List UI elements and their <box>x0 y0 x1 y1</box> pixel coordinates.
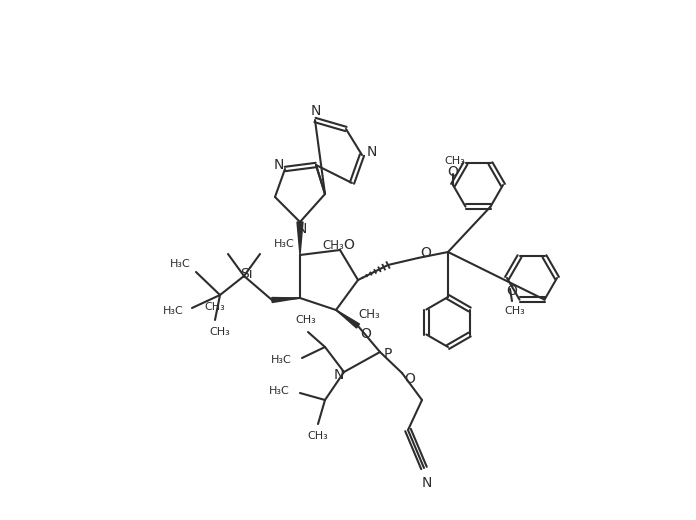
Text: Si: Si <box>239 267 253 281</box>
Text: N: N <box>296 222 307 236</box>
Text: N: N <box>422 476 432 490</box>
Text: H₃C: H₃C <box>269 386 290 396</box>
Text: CH₃: CH₃ <box>358 308 380 321</box>
Text: CH₃: CH₃ <box>505 306 525 316</box>
Polygon shape <box>336 310 359 328</box>
Text: H₃C: H₃C <box>271 355 292 365</box>
Text: CH₃: CH₃ <box>445 156 466 166</box>
Text: CH₃: CH₃ <box>322 239 344 252</box>
Text: O: O <box>420 246 432 260</box>
Text: CH₃: CH₃ <box>205 302 226 312</box>
Text: CH₃: CH₃ <box>209 327 230 337</box>
Text: H₃C: H₃C <box>171 259 191 269</box>
Text: O: O <box>404 372 416 386</box>
Text: P: P <box>383 347 392 361</box>
Text: O: O <box>344 238 354 252</box>
Text: CH₃: CH₃ <box>308 431 329 441</box>
Text: O: O <box>448 165 459 179</box>
Text: CH₃: CH₃ <box>296 315 317 325</box>
Text: N: N <box>367 145 377 159</box>
Text: O: O <box>361 327 372 341</box>
Text: O: O <box>507 284 517 298</box>
Text: N: N <box>334 368 345 382</box>
Text: H₃C: H₃C <box>274 239 294 249</box>
Text: N: N <box>311 104 321 118</box>
Polygon shape <box>297 222 303 255</box>
Text: H₃C: H₃C <box>164 306 184 316</box>
Text: N: N <box>274 158 284 172</box>
Polygon shape <box>272 297 300 303</box>
